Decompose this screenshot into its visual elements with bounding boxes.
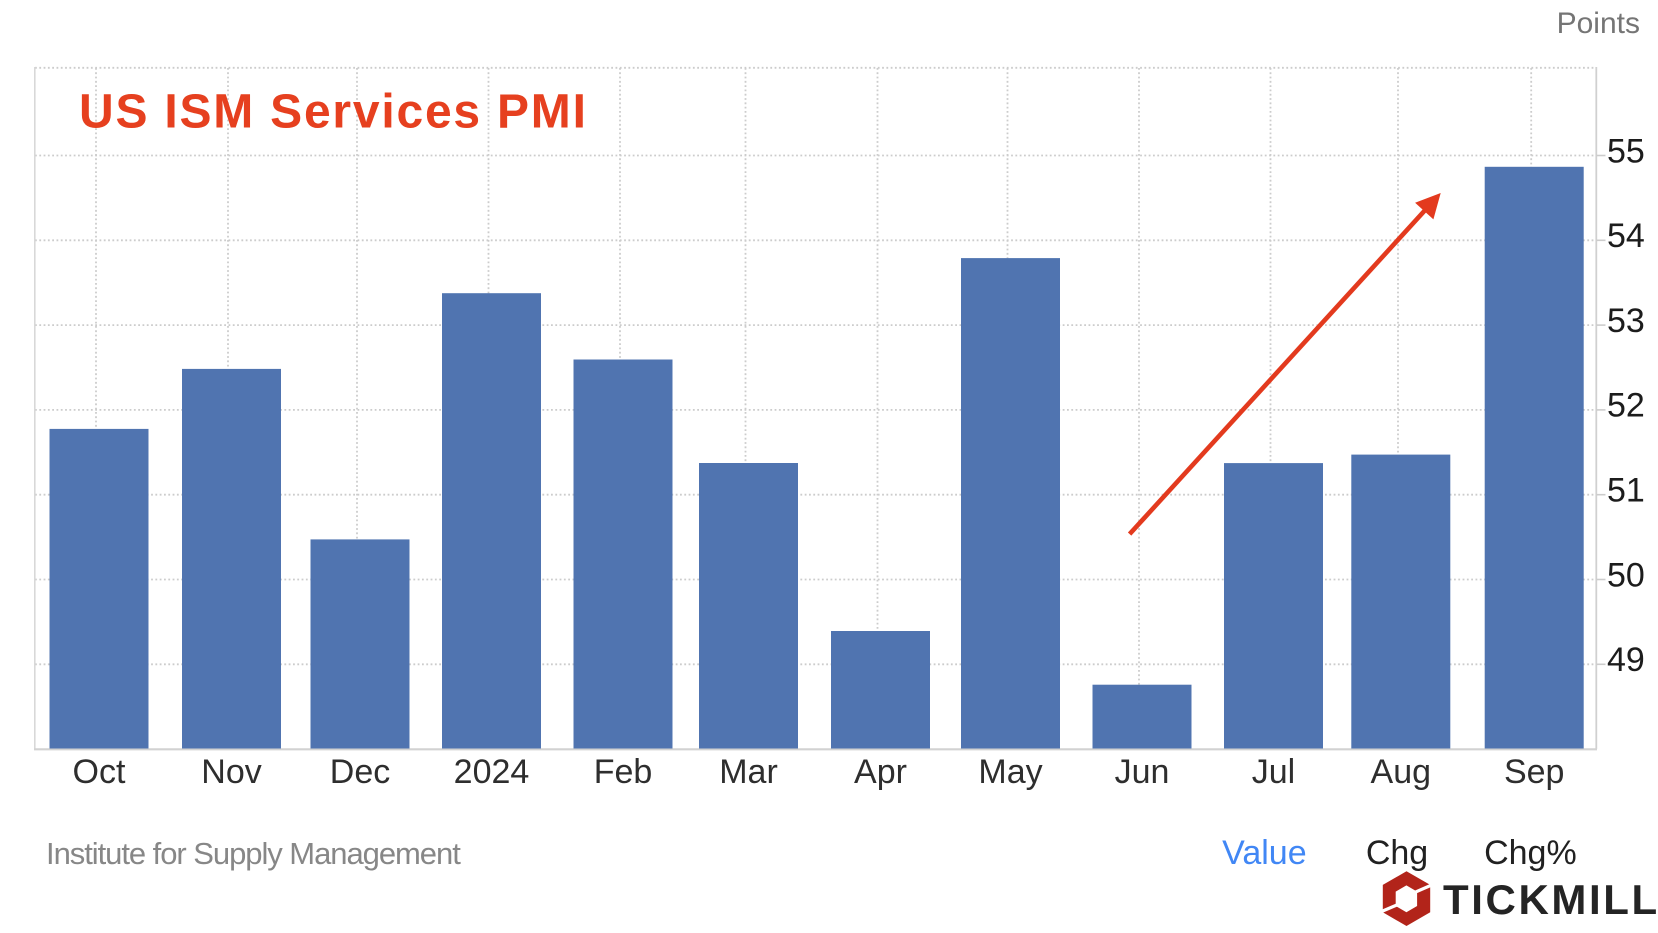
svg-text:Dec: Dec <box>330 753 390 791</box>
svg-text:51: 51 <box>1607 472 1645 510</box>
svg-text:2024: 2024 <box>454 753 530 791</box>
svg-text:52: 52 <box>1607 387 1645 425</box>
svg-text:Aug: Aug <box>1371 753 1432 791</box>
svg-text:Chg%: Chg% <box>1484 834 1577 872</box>
svg-text:Oct: Oct <box>73 753 126 791</box>
svg-text:53: 53 <box>1607 302 1645 340</box>
svg-text:US ISM Services PMI: US ISM Services PMI <box>79 85 588 138</box>
svg-text:Nov: Nov <box>201 753 261 791</box>
svg-text:Institute for Supply Managemen: Institute for Supply Management <box>46 836 461 871</box>
svg-text:Value: Value <box>1222 834 1306 872</box>
svg-text:May: May <box>978 753 1042 791</box>
svg-text:49: 49 <box>1607 641 1645 679</box>
svg-text:55: 55 <box>1607 132 1645 170</box>
svg-text:50: 50 <box>1607 556 1645 594</box>
svg-text:Mar: Mar <box>719 753 778 791</box>
svg-text:Apr: Apr <box>854 753 907 791</box>
svg-text:Points: Points <box>1557 7 1640 40</box>
svg-text:TICKMILL: TICKMILL <box>1443 876 1658 923</box>
svg-text:54: 54 <box>1607 217 1645 255</box>
svg-text:Jun: Jun <box>1115 753 1170 791</box>
svg-text:Jul: Jul <box>1252 753 1295 791</box>
svg-text:Feb: Feb <box>594 753 653 791</box>
svg-text:Chg: Chg <box>1366 834 1428 872</box>
svg-text:Sep: Sep <box>1504 753 1565 791</box>
